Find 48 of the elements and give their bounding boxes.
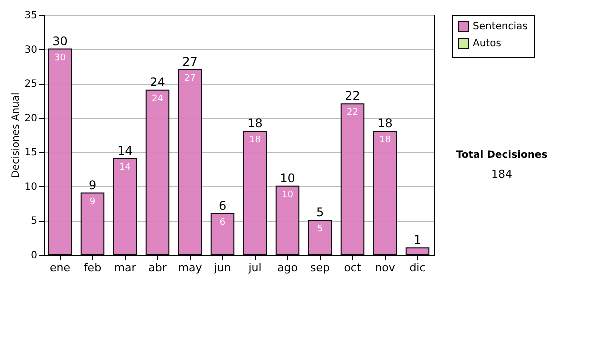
- y-tick-label: 0: [31, 250, 38, 262]
- total-label: 18: [378, 116, 393, 131]
- data-label: 30: [54, 53, 66, 64]
- data-label: 24: [152, 94, 164, 104]
- total-label: 30: [52, 34, 68, 48]
- y-tick-label: 10: [24, 182, 38, 193]
- x-tick-label: jun: [213, 262, 232, 274]
- x-tick-label: ago: [278, 262, 298, 274]
- legend-label: Autos: [473, 38, 502, 50]
- data-label: 22: [347, 108, 358, 118]
- y-tick-label: 5: [31, 216, 38, 228]
- total-label: 6: [218, 198, 227, 213]
- x-tick-label: sep: [310, 262, 330, 274]
- x-tick-label: jul: [248, 262, 262, 274]
- data-label: 5: [317, 224, 324, 235]
- data-label: 9: [90, 197, 96, 208]
- y-tick-label: 25: [24, 79, 38, 90]
- y-tick-label: 20: [24, 113, 38, 124]
- total-label: 14: [118, 144, 133, 158]
- total-label: 10: [280, 171, 296, 186]
- total-label: 18: [248, 116, 263, 131]
- data-label: 18: [250, 136, 262, 146]
- y-tick-label: 30: [24, 44, 38, 56]
- x-tick-label: feb: [84, 262, 102, 274]
- legend-label: Sentencias: [473, 22, 528, 32]
- total-label: 1: [414, 233, 422, 248]
- total-label: 5: [316, 206, 324, 220]
- y-tick-label: 15: [24, 148, 38, 159]
- x-tick-label: may: [178, 262, 203, 274]
- total-label: 24: [150, 75, 166, 90]
- data-label: 6: [220, 218, 226, 228]
- x-tick-label: abr: [148, 262, 168, 274]
- total-label: 22: [345, 89, 360, 104]
- total-label: 27: [182, 54, 198, 69]
- x-tick-label: mar: [114, 262, 137, 274]
- x-tick-label: ene: [50, 262, 71, 274]
- x-tick-label: nov: [375, 262, 396, 274]
- data-label: 27: [184, 74, 196, 84]
- data-label: 18: [380, 136, 392, 146]
- y-tick-label: 35: [24, 10, 38, 22]
- data-label: 10: [282, 190, 294, 200]
- text: 184: [492, 168, 512, 181]
- total-label: 9: [88, 178, 97, 192]
- text: Total Decisiones: [456, 150, 548, 161]
- x-tick-label: dic: [410, 262, 426, 274]
- y-axis-title: Decisiones Anual: [10, 92, 22, 178]
- data-label: 14: [120, 163, 132, 173]
- x-tick-label: oct: [344, 262, 362, 274]
